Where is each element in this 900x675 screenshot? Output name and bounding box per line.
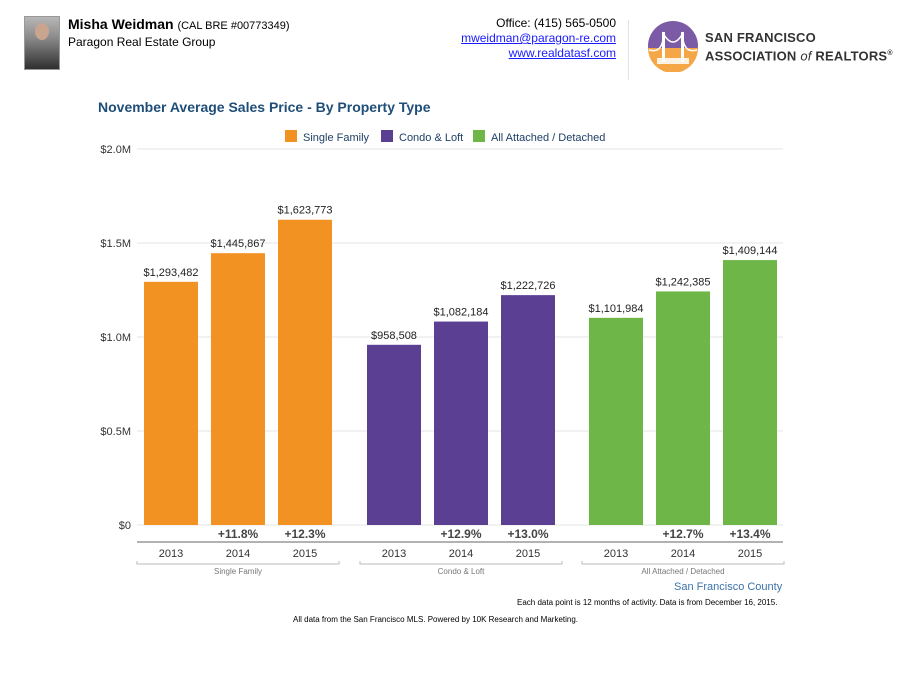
bar-value-label: $1,409,144 [722, 245, 777, 257]
bar [656, 291, 710, 525]
association-name: SAN FRANCISCO ASSOCIATION of REALTORS® [705, 30, 893, 64]
x-tick-label: 2013 [604, 548, 628, 560]
bar [434, 321, 488, 525]
logo-houses [657, 58, 689, 64]
legend-swatch [285, 130, 297, 142]
bar-value-label: $1,445,867 [210, 238, 265, 250]
county-label: San Francisco County [674, 581, 783, 593]
bar-value-label: $1,082,184 [433, 307, 488, 319]
logo-bridge-cable [648, 31, 698, 52]
association-line-2: ASSOCIATION of REALTORS® [705, 46, 893, 64]
agent-name-text: Misha Weidman [68, 16, 174, 32]
y-tick-label: $2.0M [100, 144, 131, 156]
bar [501, 295, 555, 525]
agent-company: Paragon Real Estate Group [68, 35, 216, 49]
y-tick-label: $0 [119, 520, 131, 532]
group-bracket [136, 561, 340, 565]
agent-name: Misha Weidman (CAL BRE #00773349) [68, 16, 290, 32]
agent-photo-head [35, 23, 49, 40]
x-tick-label: 2013 [382, 548, 406, 560]
group-label: Condo & Loft [438, 567, 485, 576]
x-tick-label: 2014 [449, 548, 473, 560]
bar [278, 219, 332, 525]
change-label: +11.8% [218, 527, 259, 541]
office-phone: Office: (415) 565-0500 [496, 16, 616, 30]
change-label: +12.7% [662, 527, 703, 541]
association-word: ASSOCIATION [705, 48, 797, 64]
change-label: +12.9% [440, 527, 481, 541]
bar [589, 317, 643, 525]
bar [211, 253, 265, 525]
legend-label: All Attached / Detached [491, 132, 605, 144]
source-note: All data from the San Francisco MLS. Pow… [293, 615, 579, 624]
x-tick-label: 2013 [159, 548, 183, 560]
change-label: +12.3% [284, 527, 325, 541]
legend-swatch [381, 130, 393, 142]
association-logo [648, 21, 698, 72]
logo-tower-right [681, 32, 684, 62]
bar-value-label: $958,508 [371, 330, 417, 342]
bar [144, 281, 198, 525]
bar-value-label: $1,623,773 [277, 205, 332, 217]
group-bracket [581, 561, 785, 565]
association-reg-mark: ® [887, 50, 893, 57]
y-tick-label: $1.0M [100, 332, 131, 344]
email-link[interactable]: mweidman@paragon-re.com [461, 31, 616, 45]
contact-block: Office: (415) 565-0500 mweidman@paragon-… [461, 16, 616, 61]
change-label: +13.0% [507, 527, 548, 541]
legend-label: Condo & Loft [399, 132, 463, 144]
logo-tower-left [662, 32, 665, 62]
x-tick-label: 2015 [738, 548, 762, 560]
association-of: of [800, 48, 812, 64]
bar [367, 344, 421, 525]
x-tick-label: 2015 [293, 548, 317, 560]
legend-label: Single Family [303, 132, 370, 144]
y-tick-label: $1.5M [100, 238, 131, 250]
group-bracket [359, 561, 563, 565]
y-tick-label: $0.5M [100, 426, 131, 438]
legend-swatch [473, 130, 485, 142]
agent-photo [24, 16, 60, 70]
bar-value-label: $1,101,984 [588, 303, 643, 315]
group-label: Single Family [214, 567, 262, 576]
agent-license: (CAL BRE #00773349) [177, 20, 290, 32]
bar-value-label: $1,242,385 [655, 276, 710, 288]
header-divider [628, 20, 629, 80]
group-label: All Attached / Detached [641, 567, 724, 576]
change-label: +13.4% [729, 527, 770, 541]
bar [723, 260, 777, 525]
bar-value-label: $1,222,726 [500, 280, 555, 292]
association-line-1: SAN FRANCISCO [705, 30, 816, 45]
data-note: Each data point is 12 months of activity… [517, 598, 778, 607]
x-tick-label: 2014 [226, 548, 250, 560]
x-tick-label: 2015 [516, 548, 540, 560]
x-tick-label: 2014 [671, 548, 695, 560]
chart-title: November Average Sales Price - By Proper… [98, 99, 431, 115]
website-link[interactable]: www.realdatasf.com [508, 46, 616, 60]
association-realtors: REALTORS [815, 48, 888, 64]
bar-value-label: $1,293,482 [143, 267, 198, 279]
